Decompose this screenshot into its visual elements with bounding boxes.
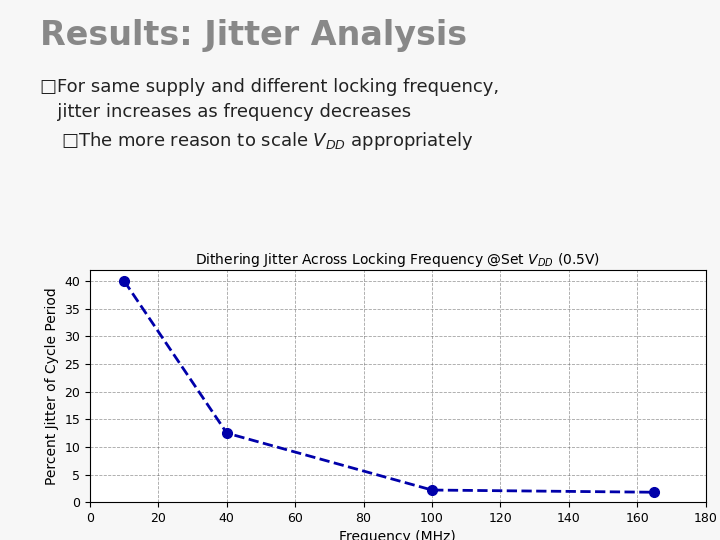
Text: jitter increases as frequency decreases: jitter increases as frequency decreases bbox=[40, 103, 410, 120]
Text: □The more reason to scale $V_{DD}$ appropriately: □The more reason to scale $V_{DD}$ appro… bbox=[61, 130, 473, 152]
Text: □For same supply and different locking frequency,: □For same supply and different locking f… bbox=[40, 78, 499, 96]
X-axis label: Frequency (MHz): Frequency (MHz) bbox=[339, 530, 456, 540]
Title: Dithering Jitter Across Locking Frequency @Set $V_{DD}$ (0.5V): Dithering Jitter Across Locking Frequenc… bbox=[195, 252, 600, 269]
Text: Results: Jitter Analysis: Results: Jitter Analysis bbox=[40, 19, 467, 52]
Y-axis label: Percent Jitter of Cycle Period: Percent Jitter of Cycle Period bbox=[45, 287, 59, 485]
